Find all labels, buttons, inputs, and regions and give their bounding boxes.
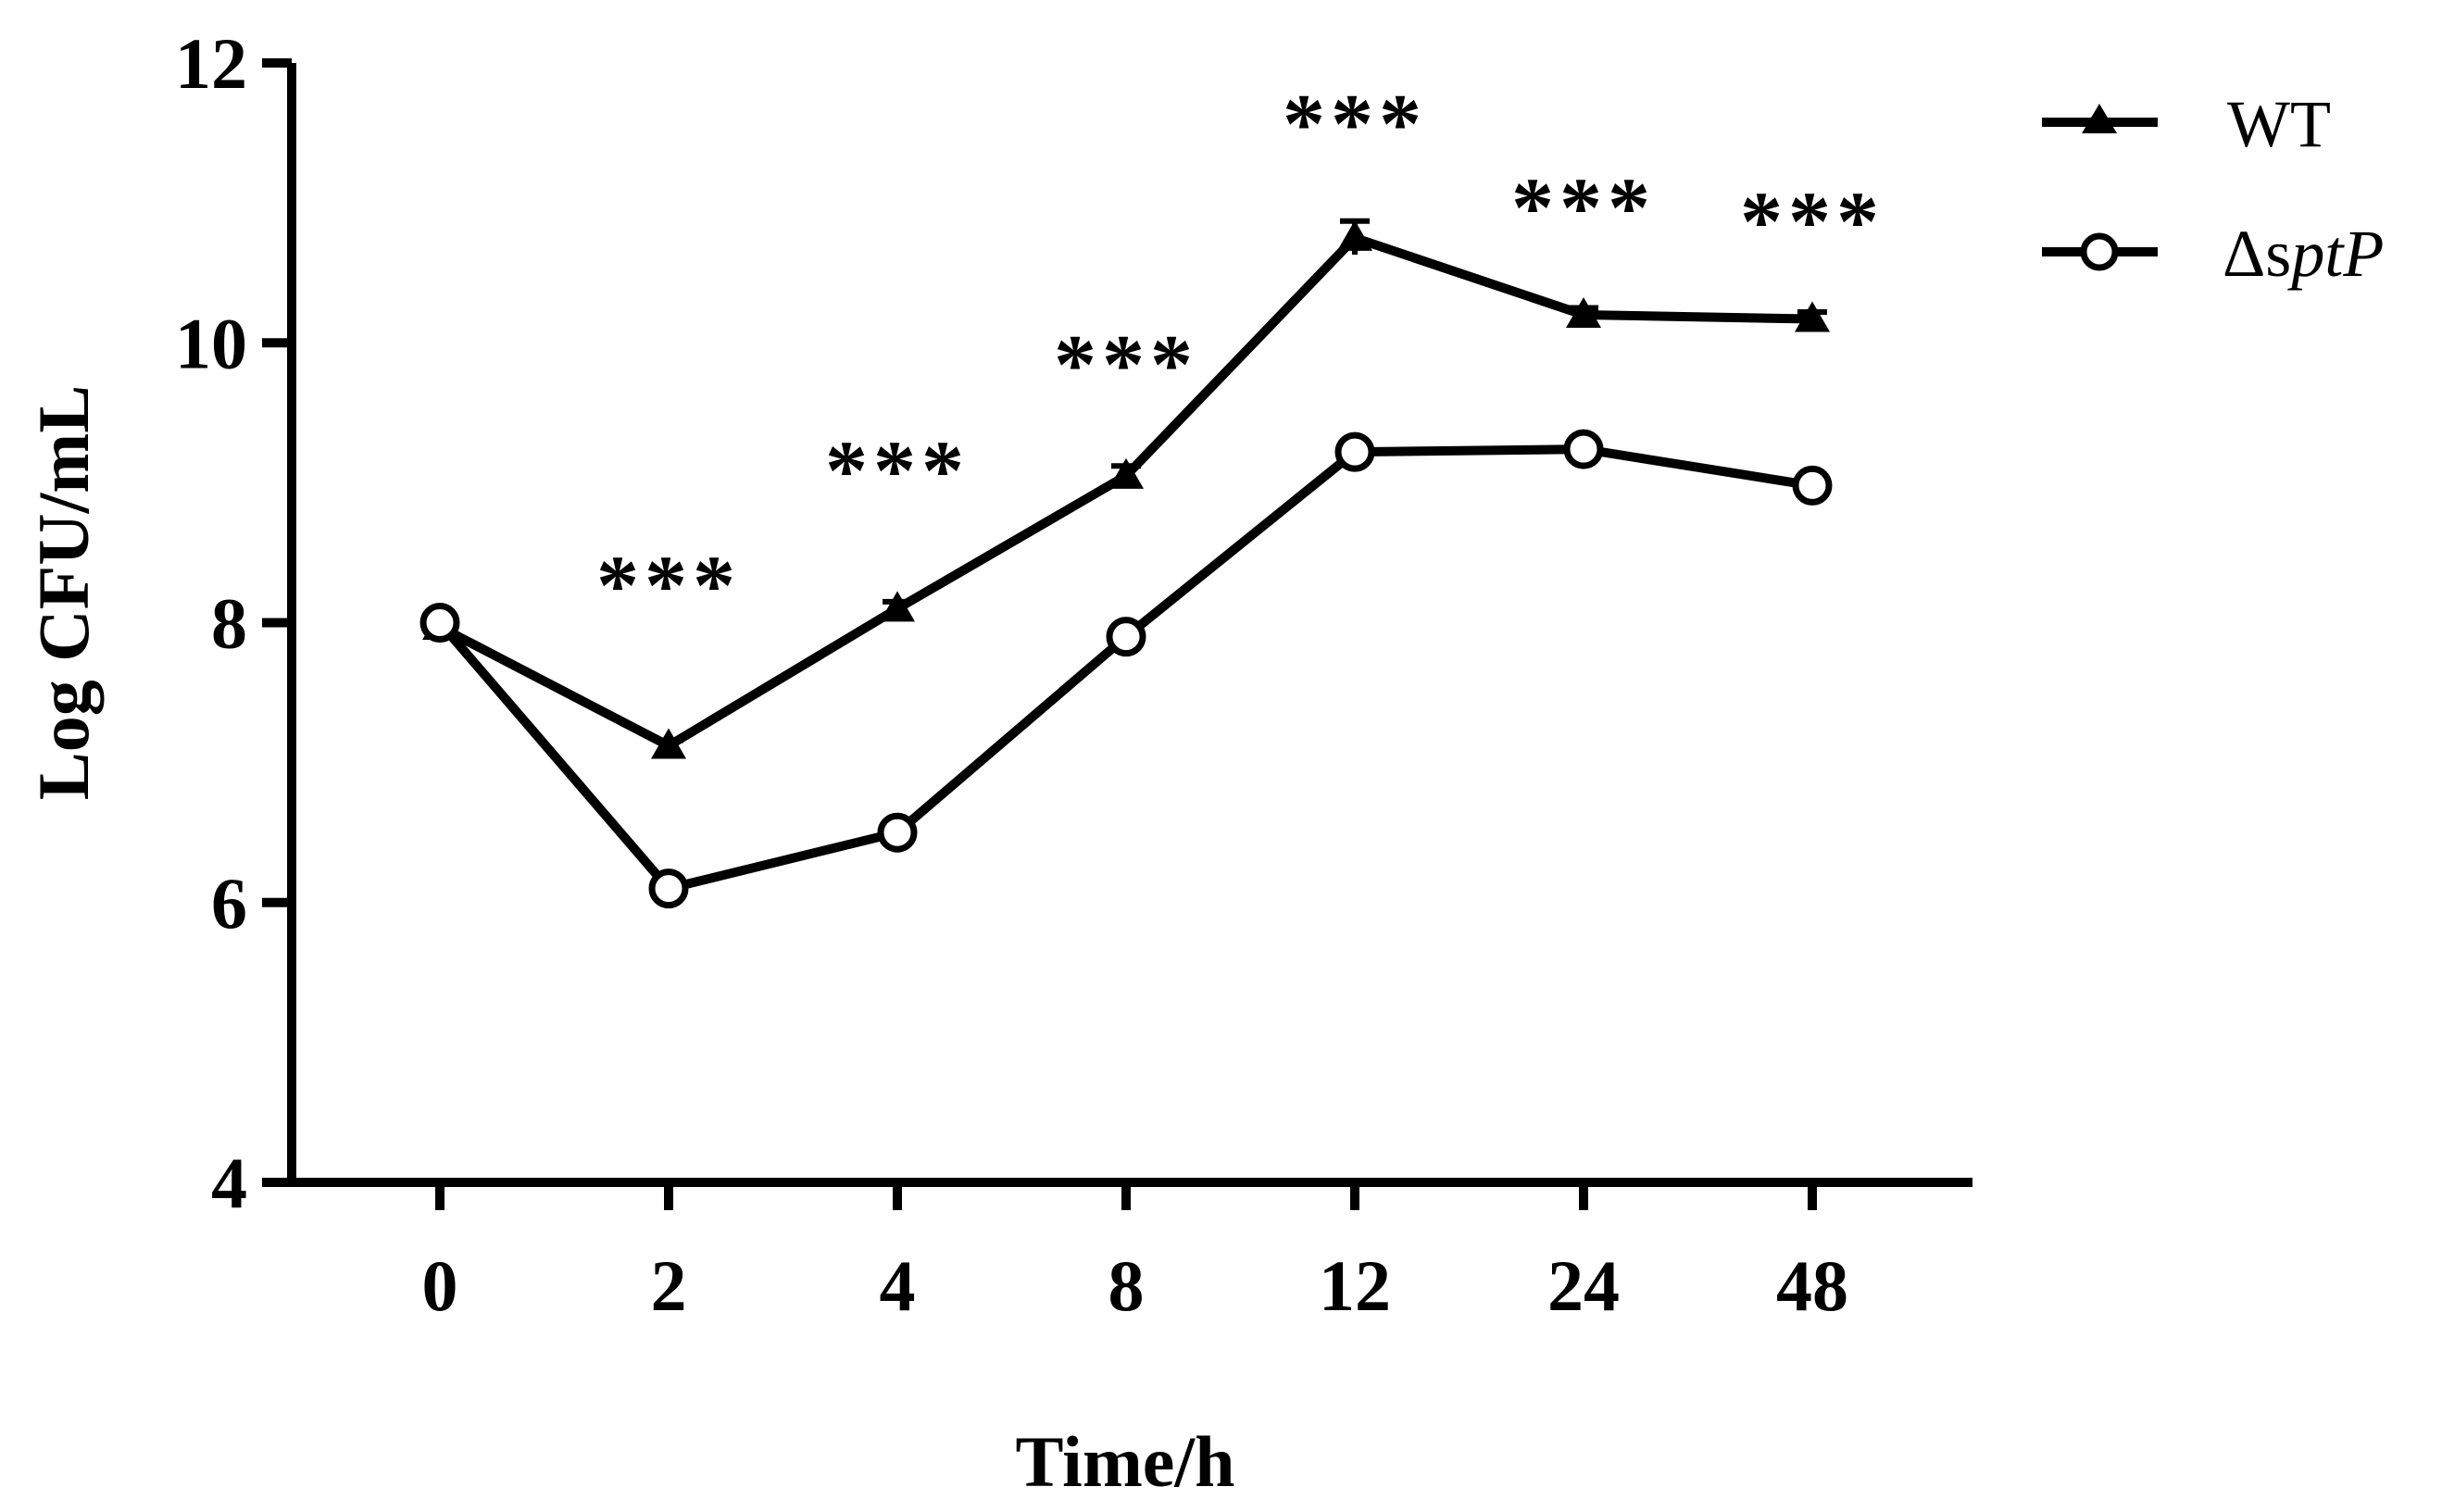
x-tick-label-2: 2: [651, 1245, 687, 1326]
series-sptp-point-48: [1792, 465, 1833, 506]
x-tick-label-12: 12: [1319, 1245, 1391, 1326]
series-sptp-point-0: [420, 603, 460, 643]
legend-sptp-gene: ptP: [2286, 217, 2384, 291]
significance-label-48: ***: [1740, 174, 1885, 269]
series-wt-line: [437, 232, 1813, 751]
series-wt-point-8: [1108, 457, 1144, 489]
legend-wt-label: WT: [2227, 87, 2331, 161]
x-tick-label-0: 0: [422, 1245, 458, 1326]
significance-label-24: ***: [1511, 160, 1656, 255]
series-sptp-point-2: [648, 868, 689, 909]
series-sptp-point-4: [877, 812, 918, 853]
series-wt-point-48: [1795, 301, 1830, 332]
legend-sptp-label: ΔsptP: [2223, 217, 2384, 291]
series-sptp-point-24: [1563, 429, 1604, 469]
legend-wt-triangle-marker: [2082, 104, 2117, 133]
significance-label-8: ***: [1054, 317, 1198, 411]
y-axis-title: Log CFU/mL: [23, 385, 104, 801]
y-tick-label-12: 12: [175, 23, 247, 104]
x-tick-label-8: 8: [1108, 1245, 1145, 1326]
significance-label-4: ***: [825, 423, 970, 518]
y-tick-label-10: 10: [175, 303, 247, 383]
significance-label-12: ***: [1283, 76, 1427, 170]
y-tick-label-4: 4: [211, 1143, 247, 1223]
series-wt-point-12: [1337, 219, 1372, 251]
x-axis-title: Time/h: [1016, 1421, 1235, 1502]
series-sptp-point-12: [1334, 431, 1375, 472]
x-tick-label-4: 4: [880, 1245, 916, 1326]
series-wt-point-24: [1566, 297, 1601, 329]
series-sptp-point-8: [1106, 617, 1146, 657]
legend-sptp-prefix: Δs: [2223, 217, 2291, 291]
x-tick-label-24: 24: [1547, 1245, 1620, 1326]
x-tick-label-48: 48: [1776, 1245, 1848, 1326]
series-wt-point-2: [651, 728, 686, 759]
significance-label-2: ***: [596, 538, 741, 632]
legend-sptp-circle-marker: [2080, 232, 2119, 271]
y-tick-label-6: 6: [211, 863, 247, 943]
series-sptp-line: [436, 444, 1813, 893]
y-tick-label-8: 8: [211, 583, 247, 664]
legend: WT ΔsptP: [2042, 87, 2384, 291]
series-wt-point-4: [880, 591, 915, 622]
plot-area: *** *** *** *** *** ***: [420, 76, 1885, 909]
